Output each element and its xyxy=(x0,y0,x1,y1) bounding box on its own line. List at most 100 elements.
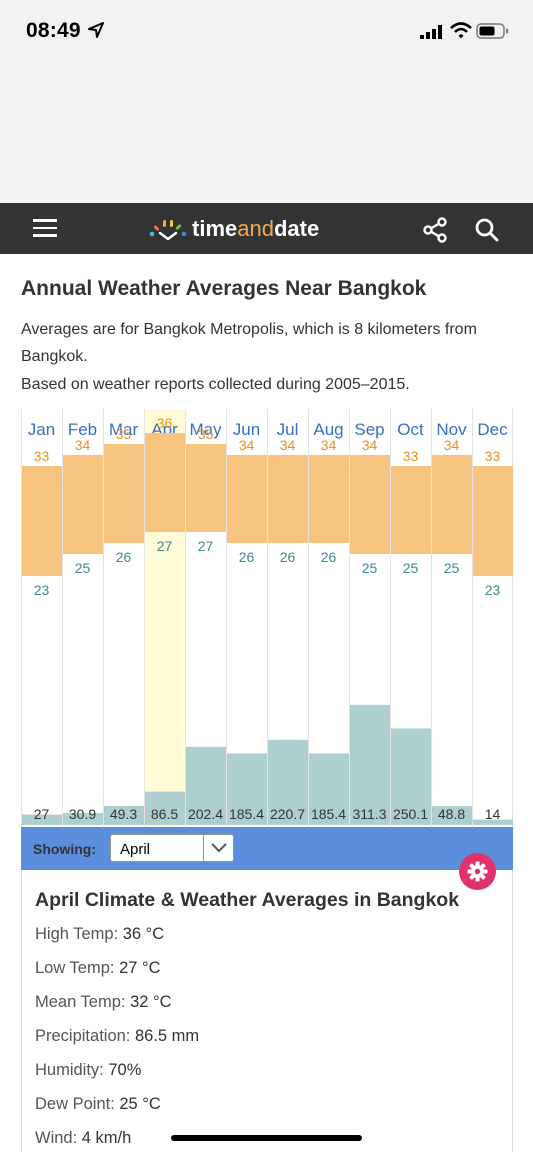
high-temp-label: 33 xyxy=(485,448,501,464)
detail-row-label: Mean Temp: xyxy=(35,993,131,1011)
home-indicator xyxy=(171,1135,362,1141)
low-temp-label: 23 xyxy=(34,582,50,598)
detail-row: Mean Temp: 32 °C xyxy=(35,993,172,1012)
high-temp-label: 33 xyxy=(403,448,419,464)
detail-row: Low Temp: 27 °C xyxy=(35,959,161,978)
detail-row-value: 36 °C xyxy=(122,925,165,943)
month-label: Nov xyxy=(436,420,467,439)
month-label: Feb xyxy=(68,420,97,439)
low-temp-label: 25 xyxy=(362,560,378,576)
detail-title: April Climate & Weather Averages in Bang… xyxy=(35,889,460,911)
low-temp-label: 23 xyxy=(485,582,501,598)
precipitation-label: 48.8 xyxy=(438,806,465,822)
month-label: Oct xyxy=(397,420,424,439)
month-selector-bar: Showing: April xyxy=(21,827,513,870)
month-label: Jul xyxy=(277,420,299,439)
precipitation-label: 202.4 xyxy=(188,806,223,822)
detail-row: Precipitation: 86.5 mm xyxy=(35,1027,199,1046)
month-label: Mar xyxy=(109,420,139,439)
precipitation-bar xyxy=(391,728,431,825)
detail-row-value: 70% xyxy=(108,1061,142,1079)
logo-text-time: time xyxy=(192,216,238,241)
precipitation-bar xyxy=(227,753,267,825)
precipitation-label: 250.1 xyxy=(393,806,428,822)
share-icon[interactable] xyxy=(422,217,448,243)
temp-range-bar xyxy=(309,455,349,543)
top-navbar: timeanddate xyxy=(0,203,533,254)
high-temp-label: 35 xyxy=(198,426,214,442)
temp-range-bar xyxy=(186,444,226,532)
month-label: Jan xyxy=(28,420,55,439)
month-select[interactable]: April xyxy=(110,834,234,862)
chevron-down-icon[interactable] xyxy=(203,835,233,861)
precipitation-label: 30.9 xyxy=(69,806,96,822)
temp-range-bar xyxy=(350,455,390,554)
detail-row-label: Wind: xyxy=(35,1129,82,1147)
month-label: Sep xyxy=(354,420,384,439)
temp-range-bar xyxy=(145,433,185,532)
detail-row: Humidity: 70% xyxy=(35,1061,141,1080)
low-temp-label: 27 xyxy=(198,538,214,554)
detail-row: High Temp: 36 °C xyxy=(35,925,164,944)
low-temp-label: 25 xyxy=(75,560,91,576)
precipitation-label: 86.5 xyxy=(151,806,178,822)
detail-row-value: 86.5 mm xyxy=(134,1027,200,1045)
high-temp-label: 34 xyxy=(239,437,255,453)
logo-sun-icon xyxy=(149,220,187,241)
detail-row-label: Low Temp: xyxy=(35,959,120,977)
precipitation-label: 14 xyxy=(485,806,501,822)
month-label: Jun xyxy=(233,420,260,439)
timeanddate-logo[interactable]: timeanddate xyxy=(148,215,319,243)
precipitation-label: 220.7 xyxy=(270,806,305,822)
precipitation-bar xyxy=(186,746,226,825)
data-basis-text: Based on weather reports collected durin… xyxy=(21,376,410,393)
page-title: Annual Weather Averages Near Bangkok xyxy=(21,277,427,300)
month-detail-card xyxy=(21,870,513,1152)
high-temp-label: 34 xyxy=(362,437,378,453)
wifi-icon xyxy=(450,22,472,39)
month-label: Aug xyxy=(313,420,343,439)
low-temp-label: 26 xyxy=(239,549,255,565)
detail-row-label: Humidity: xyxy=(35,1061,109,1079)
temp-range-bar xyxy=(104,444,144,543)
showing-label: Showing: xyxy=(33,841,96,857)
precipitation-label: 49.3 xyxy=(110,806,137,822)
intro-text: Averages are for Bangkok Metropolis, whi… xyxy=(21,321,477,365)
precipitation-label: 27 xyxy=(34,806,50,822)
status-bar: 08:49 xyxy=(0,0,533,62)
month-label: Dec xyxy=(477,420,508,439)
hamburger-menu-icon[interactable] xyxy=(33,219,57,239)
detail-row-label: High Temp: xyxy=(35,925,123,943)
cellular-signal-icon xyxy=(420,25,442,39)
low-temp-label: 26 xyxy=(116,549,132,565)
logo-text: timeanddate xyxy=(192,216,319,242)
location-arrow-icon xyxy=(88,22,104,38)
precipitation-bar xyxy=(432,806,472,825)
precipitation-bar xyxy=(145,791,185,825)
detail-row-value: 25 °C xyxy=(119,1095,161,1113)
low-temp-label: 25 xyxy=(403,560,419,576)
logo-text-and: and xyxy=(237,216,274,241)
settings-gear-icon[interactable] xyxy=(459,853,496,890)
high-temp-label: 33 xyxy=(34,448,50,464)
climate-chart: Jan 33 23 27 Feb 34 25 30.9 Mar 35 26 49.3 Apr 36 27 86… xyxy=(21,409,513,827)
logo-text-date: date xyxy=(273,216,320,241)
precipitation-bar xyxy=(309,753,349,825)
detail-row-label: Precipitation: xyxy=(35,1027,135,1045)
temp-range-bar xyxy=(391,466,431,554)
low-temp-label: 25 xyxy=(444,560,460,576)
month-label: May xyxy=(189,420,222,439)
high-temp-label: 34 xyxy=(321,437,337,453)
temp-range-bar xyxy=(268,455,308,543)
status-time: 08:49 xyxy=(26,19,81,42)
precipitation-bar xyxy=(104,805,144,825)
high-temp-label: 34 xyxy=(444,437,460,453)
precipitation-bar xyxy=(268,739,308,825)
detail-row-value: 27 °C xyxy=(119,959,161,977)
precipitation-label: 185.4 xyxy=(229,806,264,822)
temp-range-bar xyxy=(473,466,513,576)
detail-row: Wind: 4 km/h xyxy=(35,1129,131,1148)
search-icon[interactable] xyxy=(474,217,500,243)
high-temp-label: 34 xyxy=(280,437,296,453)
high-temp-label: 35 xyxy=(116,426,132,442)
